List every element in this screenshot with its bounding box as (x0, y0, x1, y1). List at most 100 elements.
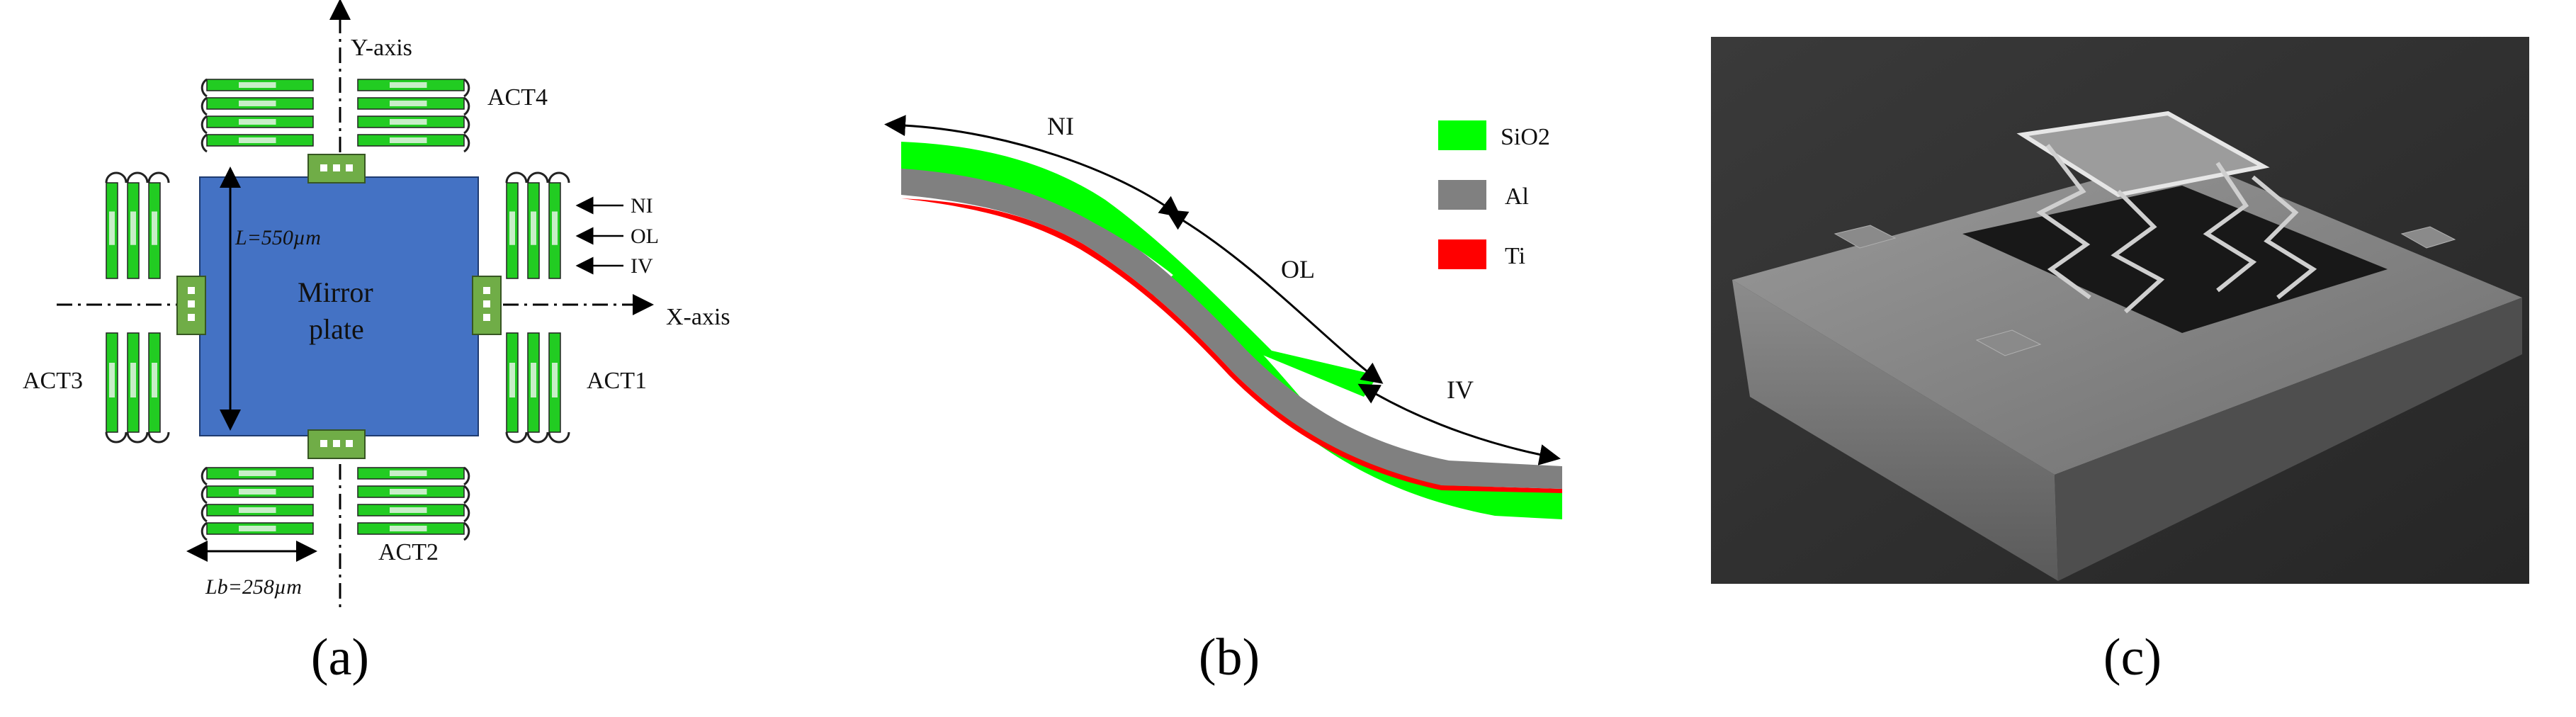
caption-c: (c) (2103, 628, 2162, 687)
x-axis-label: X-axis (666, 304, 730, 330)
caption-b: (b) (1199, 628, 1260, 687)
arrow-iv (1357, 383, 1561, 465)
mirror-label-line2: plate (309, 313, 364, 345)
act3-upper-beam-stripe (152, 211, 157, 245)
act3-lower-fold (126, 431, 149, 444)
act3-lower-fold (105, 431, 128, 444)
act2-right-beam-stripe (390, 489, 427, 495)
act3-upper-fold (147, 171, 170, 184)
anchor-left (176, 276, 206, 335)
act3-upper-beam-stripe (109, 211, 115, 245)
legend-swatch-ti (1438, 239, 1486, 269)
die-right-face (2055, 298, 2522, 581)
legend-label-ti: Ti (1505, 243, 1525, 269)
act1-lower-beam-stripe (552, 363, 558, 397)
legend-label-al: Al (1505, 184, 1529, 210)
layer-label-iv: IV (631, 254, 653, 278)
layer-label-ol: OL (631, 225, 659, 248)
caption-a: (a) (311, 628, 369, 687)
act4-right-beam-stripe (390, 101, 427, 106)
act3-lower-beam-stripe (130, 363, 136, 397)
act2-right-beam-stripe (390, 526, 427, 531)
act4-left-beam-stripe (239, 137, 276, 143)
legend-label-sio2: SiO2 (1501, 124, 1550, 150)
act4-right-fold (463, 78, 470, 98)
segment-label-iv: IV (1447, 376, 1474, 404)
act1-upper-beam-stripe (531, 211, 536, 245)
act2-left-beam-stripe (239, 507, 276, 513)
act4-right-beam-stripe (390, 82, 427, 88)
act3-lower-fold (147, 431, 170, 444)
act4-right-beam-stripe (390, 137, 427, 143)
legend-swatch-al (1438, 180, 1486, 210)
layer-label-ni: NI (631, 194, 653, 218)
act3-upper-fold (126, 171, 149, 184)
act4-left-fold (200, 78, 208, 98)
act4-left-beam-stripe (239, 101, 276, 106)
act1-lower-fold (505, 431, 528, 444)
act2-left-beam-stripe (239, 526, 276, 531)
sem-mirror-plate (2016, 111, 2270, 198)
act1-lower-fold (548, 431, 570, 444)
anchor-top (307, 154, 366, 184)
act2-right-fold (463, 503, 470, 523)
act1-lower-fold (526, 431, 549, 444)
act2-left-beam-stripe (239, 489, 276, 495)
legend-swatch-sio2 (1438, 120, 1486, 150)
die-top-face (1732, 156, 2522, 475)
bond-pad (1975, 329, 2042, 356)
act2-right-fold (463, 485, 470, 504)
panel-b-bimorph-cross-section: NI OL IV SiO2 Al Ti (884, 112, 1562, 519)
y-axis-label: Y-axis (351, 35, 412, 61)
sem-actuator-beam (2252, 175, 2317, 300)
actuator-label-act1: ACT1 (587, 368, 647, 394)
act4-right-fold (463, 96, 470, 116)
act2-left-fold (200, 503, 208, 523)
arrow-ni (884, 115, 1182, 218)
act3-upper-fold (105, 171, 128, 184)
act3-lower-beam-stripe (109, 363, 115, 397)
legend: SiO2 Al Ti (1438, 120, 1550, 269)
actuator-label-act4: ACT4 (487, 84, 548, 111)
bond-pad (2400, 226, 2456, 249)
sem-actuator-beam (2111, 189, 2165, 314)
act2-left-fold (200, 466, 208, 486)
sem-actuator-beam (2036, 144, 2091, 300)
anchor-bottom (307, 429, 366, 459)
act2-right-beam-stripe (390, 507, 427, 513)
segment-label-ol: OL (1281, 255, 1315, 283)
anchor-right (472, 276, 502, 335)
act4-left-fold (200, 133, 208, 153)
act4-left-beam-stripe (239, 82, 276, 88)
act2-left-fold (200, 485, 208, 504)
mirror-label-line1: Mirror (298, 276, 373, 308)
act4-left-fold (200, 96, 208, 116)
act2-right-beam-stripe (390, 470, 427, 476)
act1-upper-beam-stripe (552, 211, 558, 245)
act4-right-beam-stripe (390, 119, 427, 125)
act3-lower-beam-stripe (152, 363, 157, 397)
act1-upper-fold (526, 171, 549, 184)
actuator-label-act3: ACT3 (23, 368, 83, 394)
act2-right-fold (463, 521, 470, 541)
actuator-label-act2: ACT2 (378, 539, 439, 565)
act3-upper-beam-stripe (130, 211, 136, 245)
act1-upper-fold (548, 171, 570, 184)
act4-right-fold (463, 115, 470, 135)
act1-upper-beam-stripe (509, 211, 515, 245)
arrow-ol (1165, 209, 1384, 384)
act1-lower-beam-stripe (531, 363, 536, 397)
die-front-face (1732, 280, 2058, 581)
act4-left-fold (200, 115, 208, 135)
panel-a-actuator-layout: Y-axis X-axis Mirror plate L=550µm ACT4 (23, 0, 730, 609)
act4-right-fold (463, 133, 470, 153)
act4-left-beam-stripe (239, 119, 276, 125)
bond-pad (1834, 225, 1897, 249)
segment-label-ni: NI (1047, 112, 1074, 140)
sem-actuator-beam (2203, 162, 2257, 293)
panel-c-sem-micrograph (1711, 37, 2529, 584)
act2-right-fold (463, 466, 470, 486)
act2-left-fold (200, 521, 208, 541)
act1-upper-fold (505, 171, 528, 184)
